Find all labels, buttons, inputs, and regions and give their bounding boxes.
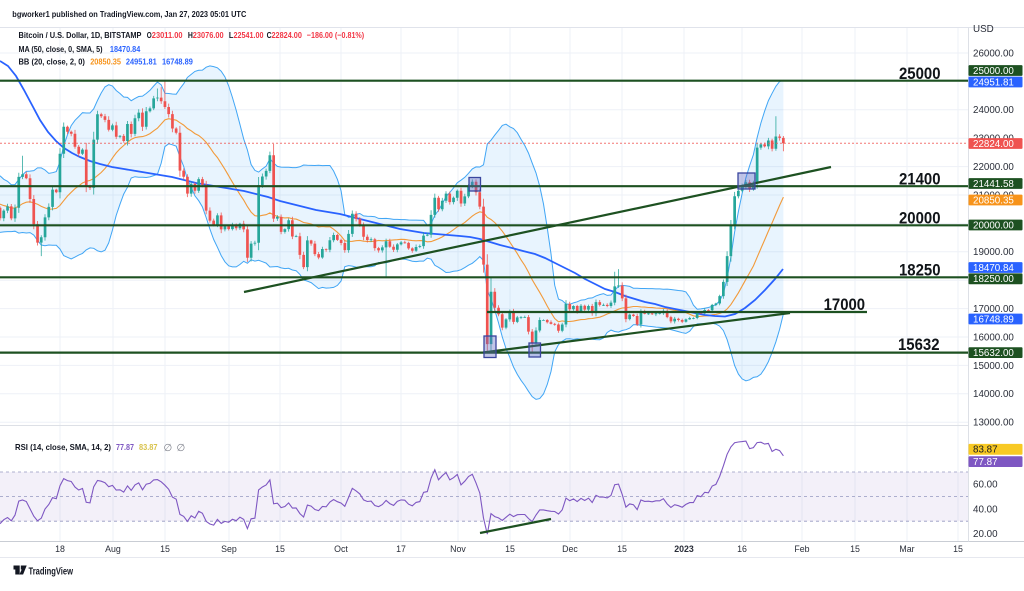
svg-text:15: 15: [617, 544, 627, 554]
svg-text:16: 16: [737, 544, 747, 554]
svg-text:C: C: [267, 30, 272, 40]
svg-text:Dec: Dec: [562, 544, 578, 554]
svg-text:15632.00: 15632.00: [973, 348, 1014, 359]
svg-text:BB (20, close, 2, 0): BB (20, close, 2, 0): [19, 57, 86, 67]
svg-text:26000.00: 26000.00: [973, 48, 1014, 59]
svg-text:20850.35: 20850.35: [90, 57, 121, 67]
svg-text:15: 15: [160, 544, 170, 554]
svg-text:17: 17: [396, 544, 406, 554]
svg-text:H: H: [188, 30, 193, 40]
svg-text:O: O: [147, 30, 152, 40]
svg-text:77.87: 77.87: [973, 457, 998, 468]
svg-text:23076.00: 23076.00: [193, 30, 224, 40]
svg-text:19000.00: 19000.00: [973, 247, 1014, 258]
svg-text:16748.89: 16748.89: [973, 314, 1014, 325]
svg-text:15: 15: [275, 544, 285, 554]
svg-text:15000.00: 15000.00: [973, 361, 1014, 372]
svg-text:Aug: Aug: [105, 544, 121, 554]
svg-text:15: 15: [953, 544, 963, 554]
svg-text:2023: 2023: [674, 544, 694, 554]
svg-text:22824.00: 22824.00: [272, 30, 303, 40]
svg-text:24000.00: 24000.00: [973, 105, 1014, 116]
svg-text:83.87: 83.87: [139, 442, 158, 452]
svg-text:25000: 25000: [899, 64, 941, 83]
svg-text:18250.00: 18250.00: [973, 274, 1014, 285]
svg-text:Oct: Oct: [334, 544, 348, 554]
svg-text:17000.00: 17000.00: [973, 304, 1014, 315]
svg-text:24951.81: 24951.81: [126, 57, 157, 67]
svg-text:60.00: 60.00: [973, 480, 998, 491]
svg-text:77.87: 77.87: [116, 442, 134, 452]
svg-text:18250: 18250: [899, 261, 941, 280]
svg-text:−186.00 (−0.81%): −186.00 (−0.81%): [307, 30, 365, 40]
svg-text:21441.58: 21441.58: [973, 179, 1014, 190]
svg-text:16000.00: 16000.00: [973, 332, 1014, 343]
svg-text:L: L: [229, 30, 234, 40]
svg-text:40.00: 40.00: [973, 504, 998, 515]
svg-text:∅: ∅: [164, 443, 173, 454]
svg-text:20000: 20000: [899, 209, 941, 228]
svg-text:21400: 21400: [899, 170, 941, 189]
svg-text:TradingView: TradingView: [29, 566, 74, 578]
svg-text:USD: USD: [973, 24, 994, 35]
svg-text:∅: ∅: [177, 443, 186, 454]
svg-text:13000.00: 13000.00: [973, 418, 1014, 429]
svg-text:Nov: Nov: [450, 544, 466, 554]
svg-text:18470.84: 18470.84: [973, 263, 1014, 274]
svg-text:18470.84: 18470.84: [110, 44, 141, 54]
svg-text:23011.00: 23011.00: [152, 30, 183, 40]
svg-text:20850.35: 20850.35: [973, 195, 1014, 206]
svg-text:15: 15: [505, 544, 515, 554]
svg-text:24951.81: 24951.81: [973, 77, 1014, 88]
svg-text:15: 15: [850, 544, 860, 554]
svg-text:20000.00: 20000.00: [973, 220, 1014, 231]
svg-text:RSI (14, close, SMA, 14, 2): RSI (14, close, SMA, 14, 2): [15, 442, 111, 452]
svg-text:22541.00: 22541.00: [234, 30, 264, 40]
svg-text:Feb: Feb: [794, 544, 809, 554]
svg-text:14000.00: 14000.00: [973, 389, 1014, 400]
svg-text:17000: 17000: [824, 295, 866, 314]
svg-text:Sep: Sep: [221, 544, 237, 554]
svg-text:16748.89: 16748.89: [162, 57, 193, 67]
svg-text:20.00: 20.00: [973, 529, 998, 540]
svg-text:Mar: Mar: [899, 544, 914, 554]
svg-text:Bitcoin / U.S. Dollar, 1D, BIT: Bitcoin / U.S. Dollar, 1D, BITSTAMP: [19, 30, 142, 40]
svg-text:18: 18: [55, 544, 65, 554]
svg-text:25000.00: 25000.00: [973, 66, 1014, 77]
svg-text:83.87: 83.87: [973, 445, 998, 456]
svg-text:MA (50, close, 0, SMA, 5): MA (50, close, 0, SMA, 5): [19, 44, 103, 54]
svg-text:22824.00: 22824.00: [973, 139, 1014, 150]
svg-text:22000.00: 22000.00: [973, 162, 1014, 173]
svg-text:15632: 15632: [898, 335, 940, 354]
svg-text:bgworker1 published on Trading: bgworker1 published on TradingView.com, …: [12, 9, 246, 19]
